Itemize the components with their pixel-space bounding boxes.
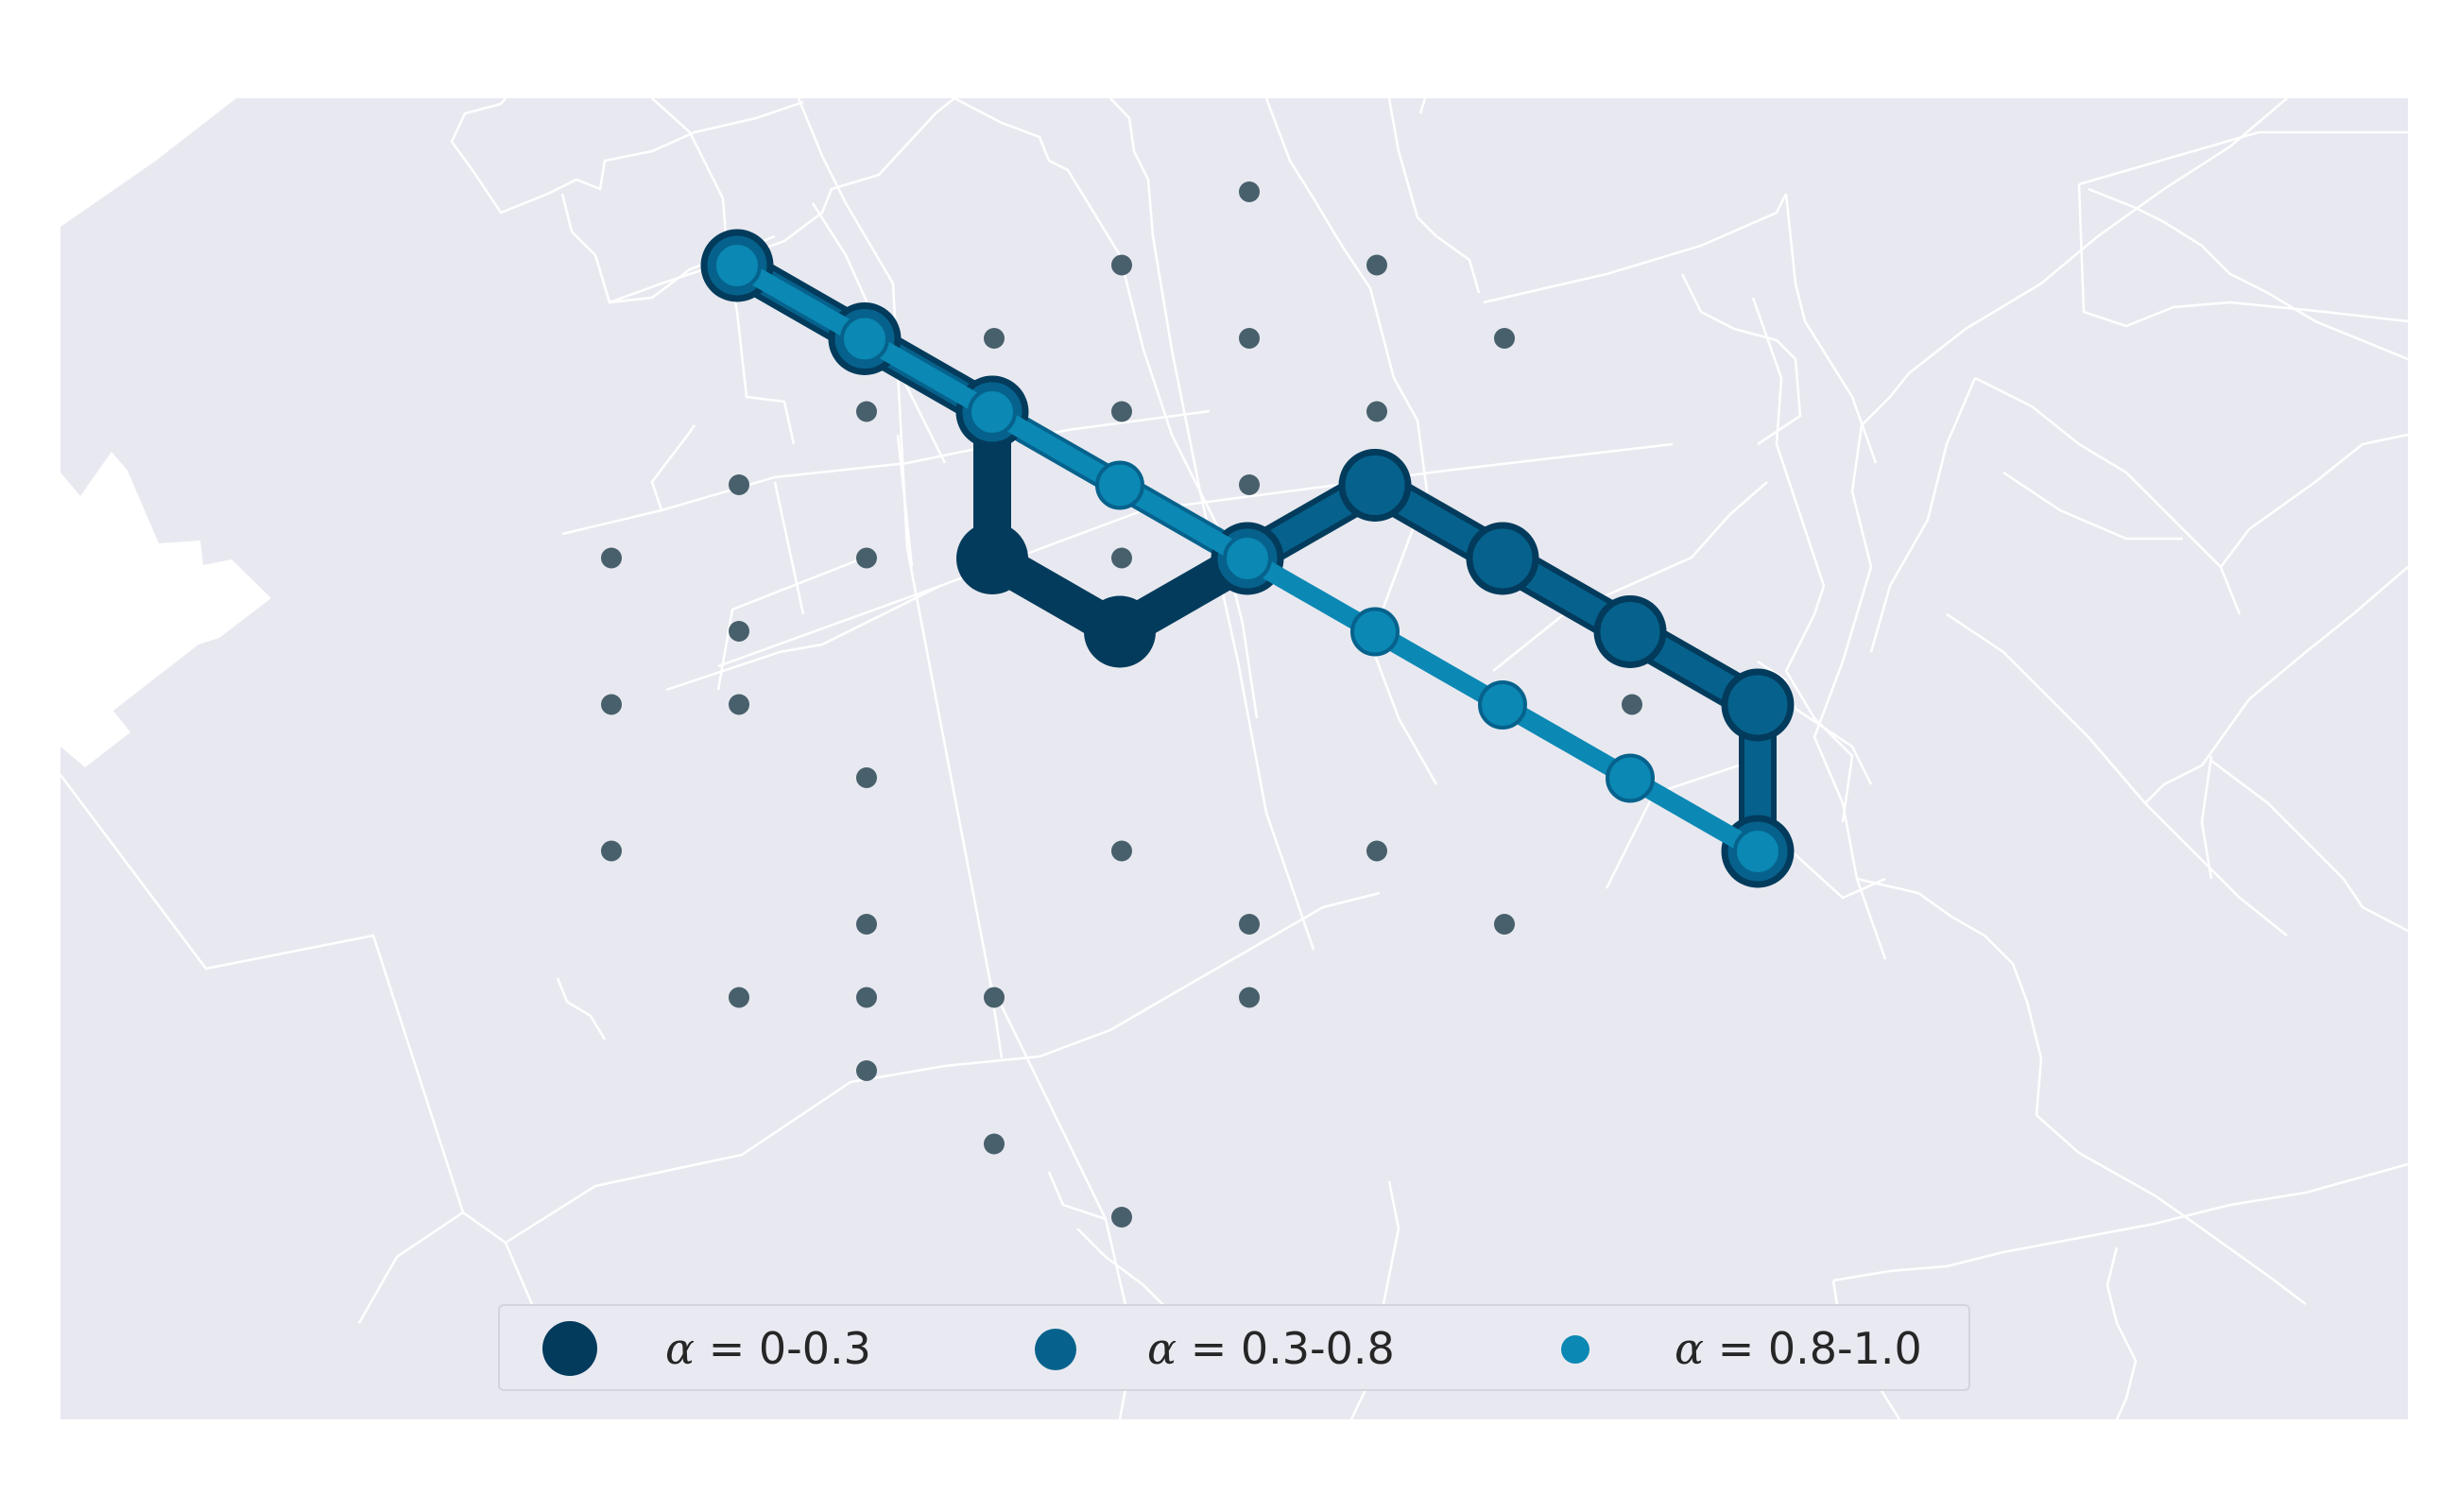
grid-point — [729, 621, 749, 642]
grid-point — [1111, 547, 1132, 569]
legend-range: 0-0.3 — [758, 1323, 871, 1374]
routes-layer — [700, 229, 1795, 888]
route-node — [840, 314, 889, 364]
route-node — [1223, 534, 1272, 583]
grid-point — [729, 987, 749, 1008]
grid-point — [1494, 914, 1515, 935]
grid-point — [856, 1060, 877, 1081]
alpha-symbol: α — [665, 1323, 696, 1374]
grid-point — [729, 474, 749, 495]
basemap — [60, 96, 2409, 1420]
route-node — [713, 241, 762, 290]
legend-marker-large-icon — [542, 1321, 597, 1376]
route-node — [1721, 668, 1795, 742]
water-area — [60, 98, 271, 767]
grid-point — [984, 328, 1005, 349]
grid-point — [856, 401, 877, 422]
grid-point — [856, 767, 877, 788]
grid-point — [1366, 840, 1387, 862]
equals-sign: = — [1717, 1323, 1755, 1374]
legend-marker-medium-icon — [1035, 1329, 1076, 1370]
grid-point — [1494, 328, 1515, 349]
grid-point — [1239, 987, 1260, 1008]
legend-marker-small-icon — [1561, 1335, 1589, 1364]
grid-point — [1111, 254, 1132, 276]
grid-point — [601, 694, 622, 715]
grid-point — [1366, 254, 1387, 276]
legend: α = 0-0.3 α = 0.3-0.8 α = 0.8-1.0 — [498, 1304, 1970, 1391]
grid-point — [601, 547, 622, 569]
route-node — [1606, 753, 1655, 803]
map-background — [60, 98, 2408, 1419]
legend-label: α = 0.8-1.0 — [1675, 1327, 1922, 1370]
legend-range: 0.8-1.0 — [1767, 1323, 1922, 1374]
grid-point — [856, 914, 877, 935]
grid-point — [1111, 1207, 1132, 1228]
grid-point — [1239, 328, 1260, 349]
route-node — [1095, 460, 1144, 510]
route-node — [1084, 595, 1156, 668]
route-node — [968, 387, 1017, 437]
route-node — [1478, 680, 1527, 730]
grid-point — [1622, 694, 1642, 715]
grid-point — [856, 987, 877, 1008]
grid-point — [1239, 181, 1260, 202]
route-3 — [713, 241, 1782, 876]
grid-point — [856, 547, 877, 569]
grid-point — [1366, 401, 1387, 422]
grid-point — [729, 694, 749, 715]
grid-point — [1111, 401, 1132, 422]
grid-point — [601, 840, 622, 862]
equals-sign: = — [1190, 1323, 1228, 1374]
route-node — [956, 523, 1028, 594]
route-node — [1466, 522, 1539, 595]
grid-point — [984, 1133, 1005, 1155]
route-node — [1338, 449, 1412, 522]
alpha-symbol: α — [1147, 1323, 1177, 1374]
legend-range: 0.3-0.8 — [1240, 1323, 1395, 1374]
grid-point — [1111, 840, 1132, 862]
route-node — [1593, 595, 1667, 668]
route-node — [1733, 827, 1782, 876]
grid-point — [1239, 914, 1260, 935]
grid-point — [984, 987, 1005, 1008]
legend-label: α = 0-0.3 — [665, 1327, 871, 1370]
route-node — [1350, 607, 1400, 657]
grid-point — [1239, 474, 1260, 495]
alpha-symbol: α — [1675, 1323, 1705, 1374]
legend-label: α = 0.3-0.8 — [1147, 1327, 1395, 1370]
equals-sign: = — [708, 1323, 746, 1374]
